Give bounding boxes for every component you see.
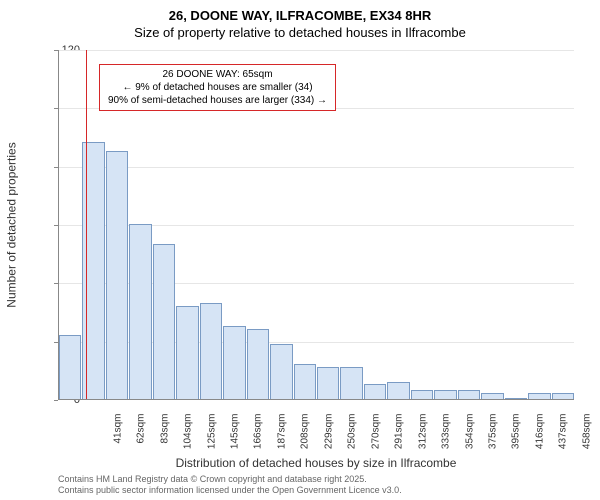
histogram-bar [552, 393, 574, 399]
histogram-bar [294, 364, 316, 399]
title-subtitle: Size of property relative to detached ho… [0, 25, 600, 40]
title-address: 26, DOONE WAY, ILFRACOMBE, EX34 8HR [0, 8, 600, 23]
histogram-bar [317, 367, 339, 399]
histogram-bar [153, 244, 175, 399]
histogram-bar [247, 329, 269, 399]
y-tick-mark [54, 400, 58, 401]
attribution-line2: Contains public sector information licen… [58, 485, 402, 496]
histogram-bar [59, 335, 81, 399]
annotation-line: ← 9% of detached houses are smaller (34) [108, 81, 327, 94]
histogram-bar [106, 151, 128, 399]
attribution-line1: Contains HM Land Registry data © Crown c… [58, 474, 402, 485]
plot-area: 26 DOONE WAY: 65sqm← 9% of detached hous… [58, 50, 574, 400]
chart-container: 26, DOONE WAY, ILFRACOMBE, EX34 8HR Size… [0, 0, 600, 500]
histogram-bar [223, 326, 245, 399]
x-tick-label: 458sqm [581, 414, 592, 464]
gridline [59, 50, 574, 51]
x-axis-title: Distribution of detached houses by size … [58, 456, 574, 470]
gridline [59, 167, 574, 168]
annotation-line: 26 DOONE WAY: 65sqm [108, 68, 327, 81]
histogram-bar [387, 382, 409, 400]
annotation-box: 26 DOONE WAY: 65sqm← 9% of detached hous… [99, 64, 336, 111]
histogram-bar [176, 306, 198, 399]
histogram-bar [481, 393, 503, 399]
y-axis-title: Number of detached properties [4, 50, 20, 400]
histogram-bar [434, 390, 456, 399]
histogram-bar [364, 384, 386, 399]
histogram-bar [411, 390, 433, 399]
histogram-bar [340, 367, 362, 399]
histogram-bar [270, 344, 292, 399]
histogram-bar [505, 398, 527, 399]
annotation-line: 90% of semi-detached houses are larger (… [108, 94, 327, 107]
histogram-bar [458, 390, 480, 399]
histogram-bar [200, 303, 222, 399]
histogram-bar [129, 224, 151, 399]
title-block: 26, DOONE WAY, ILFRACOMBE, EX34 8HR Size… [0, 0, 600, 40]
attribution: Contains HM Land Registry data © Crown c… [58, 474, 402, 496]
marker-line [86, 50, 87, 399]
histogram-bar [528, 393, 550, 399]
